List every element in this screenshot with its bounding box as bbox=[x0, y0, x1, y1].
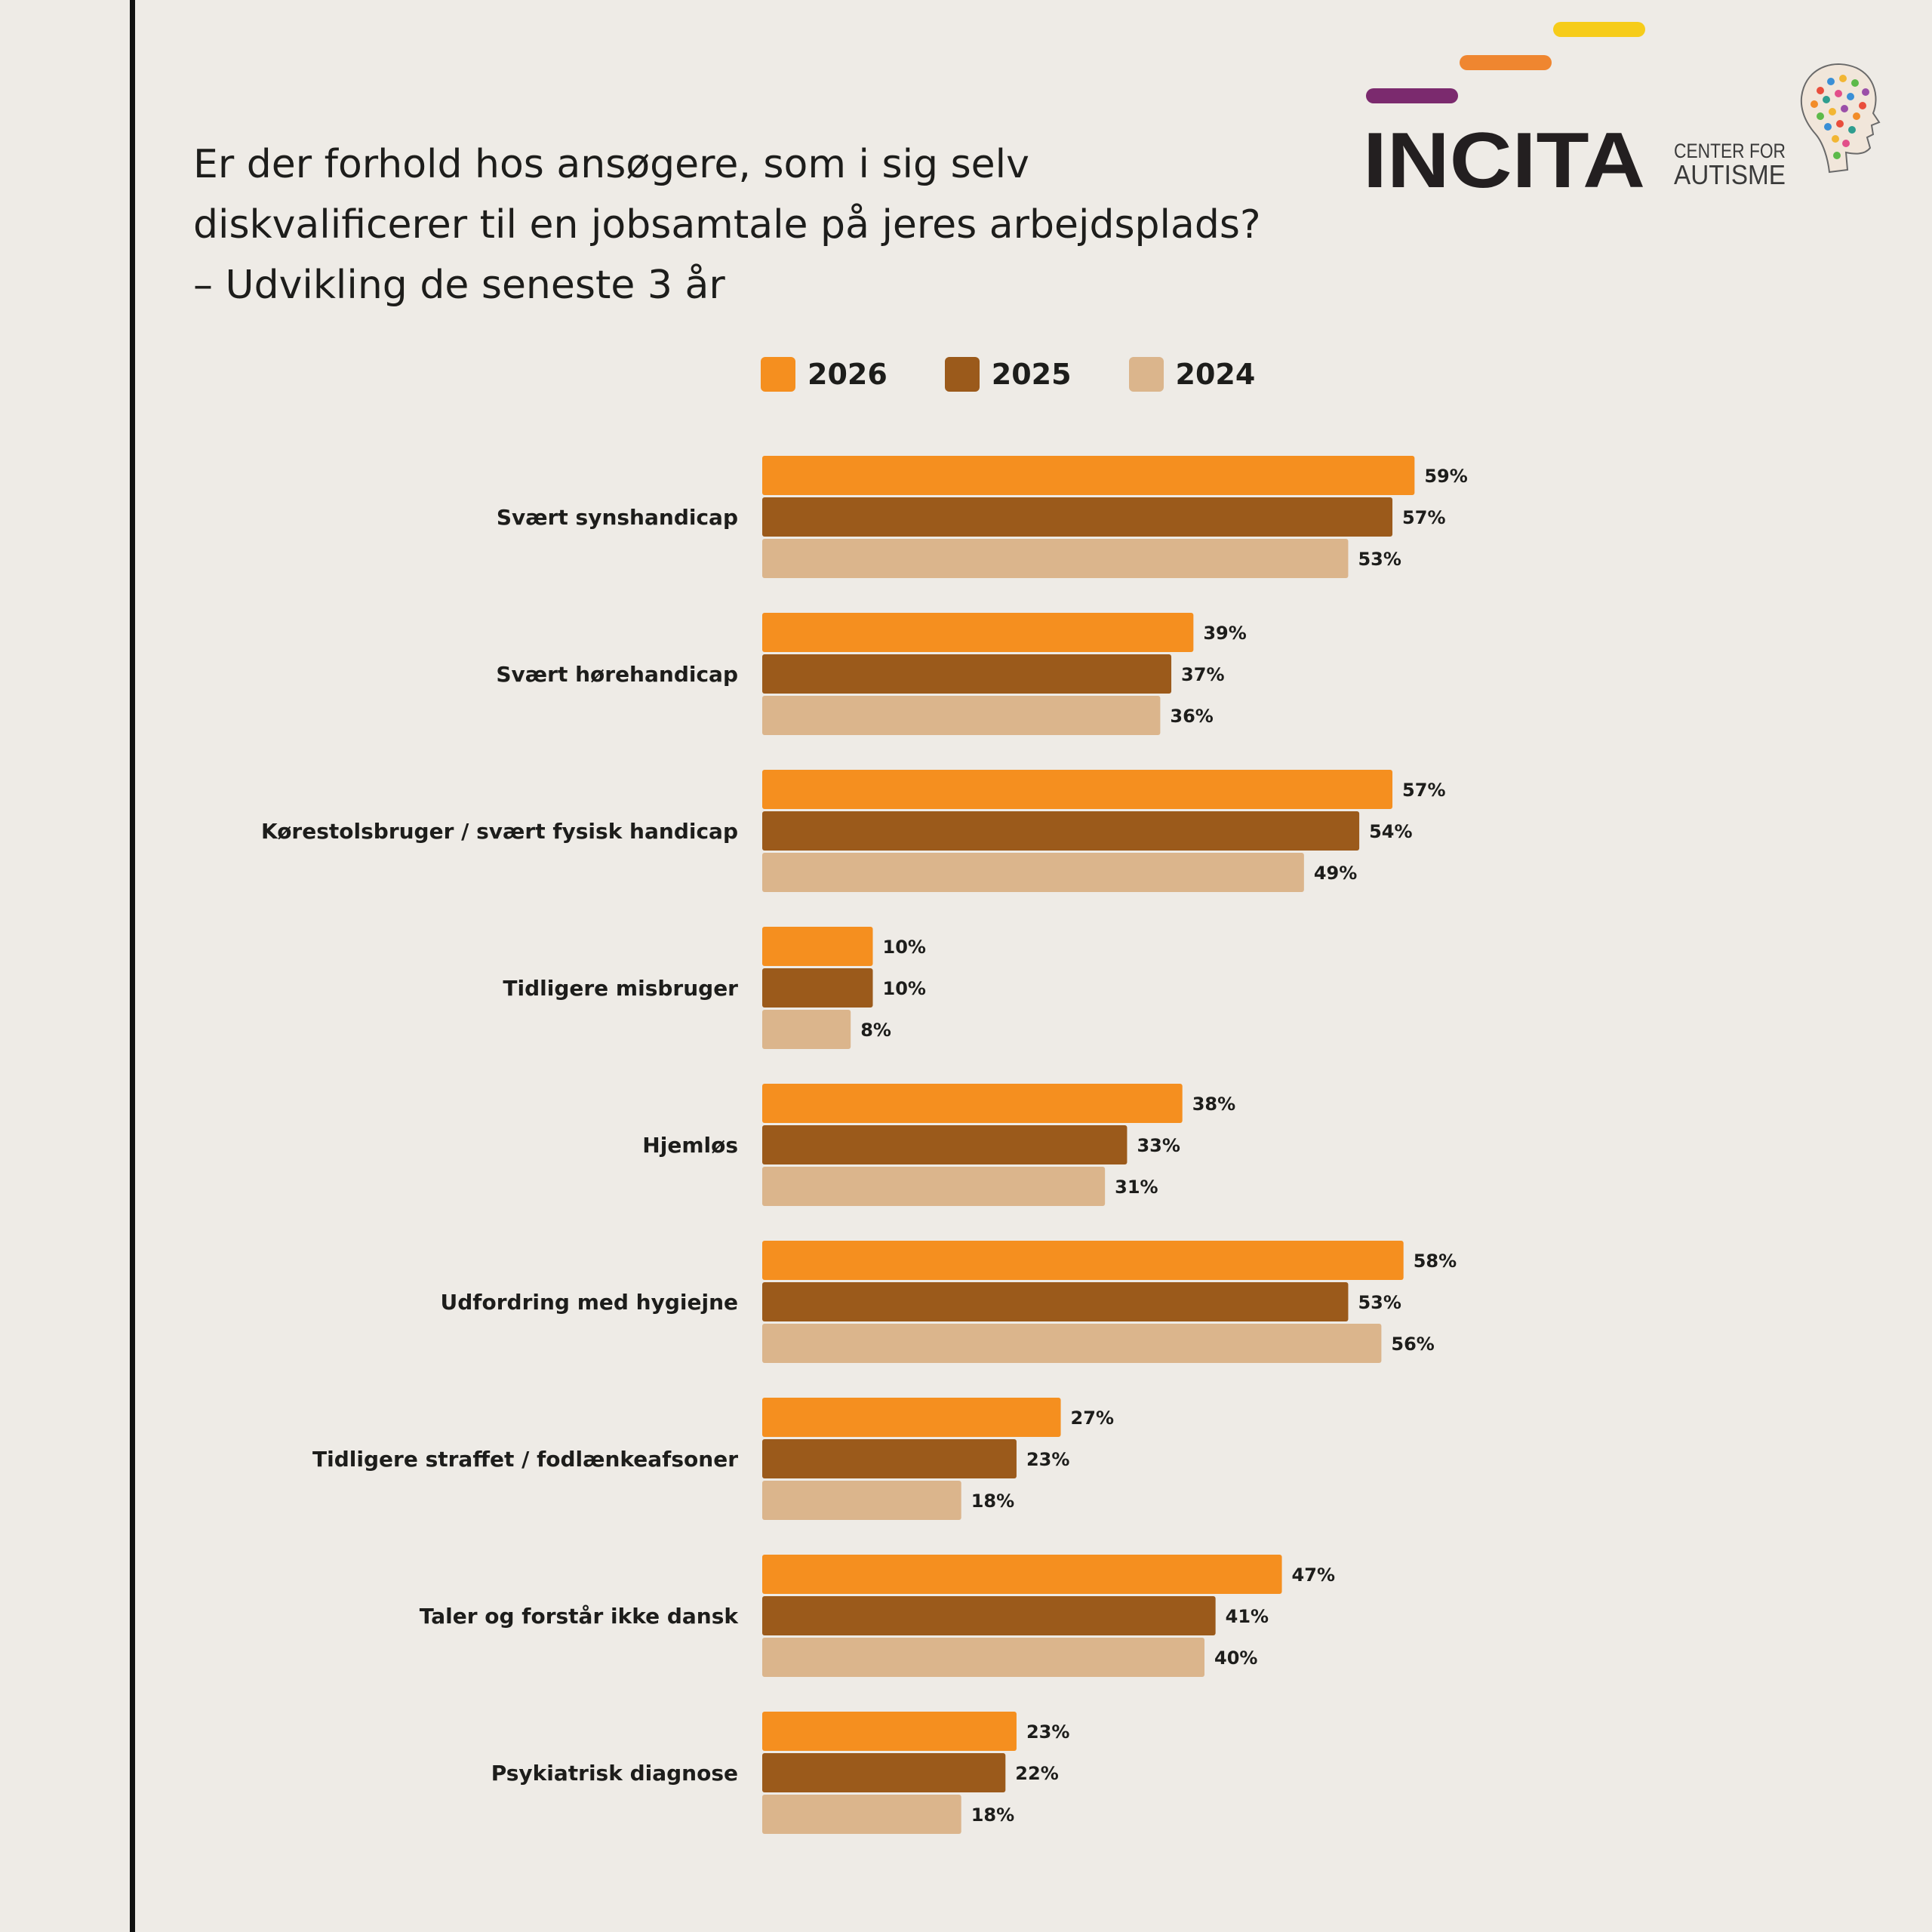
category-label: Taler og forstår ikke dansk bbox=[420, 1604, 740, 1629]
data-label-2025: 33% bbox=[1137, 1135, 1180, 1156]
data-label-2025: 22% bbox=[1015, 1763, 1058, 1784]
category-label: Svært hørehandicap bbox=[496, 662, 738, 687]
data-label-2026: 38% bbox=[1192, 1094, 1235, 1115]
legend-label-2025: 2025 bbox=[991, 358, 1072, 391]
data-label-2024: 31% bbox=[1115, 1177, 1158, 1198]
data-label-2026: 10% bbox=[883, 937, 926, 958]
data-label-2024: 53% bbox=[1358, 549, 1401, 570]
bar-2025 bbox=[762, 1439, 1017, 1478]
data-label-2024: 8% bbox=[860, 1020, 891, 1041]
bar-2024 bbox=[762, 1795, 961, 1834]
data-label-2025: 23% bbox=[1026, 1449, 1069, 1470]
data-label-2026: 39% bbox=[1203, 623, 1246, 644]
bar-2024 bbox=[762, 539, 1349, 578]
bar-2025 bbox=[762, 1596, 1216, 1635]
logo-stripe-yellow bbox=[1553, 22, 1645, 37]
bar-2026 bbox=[762, 1712, 1017, 1751]
legend-item-2026: 2026 bbox=[761, 357, 888, 392]
data-label-2024: 18% bbox=[971, 1804, 1014, 1826]
legend-label-2024: 2024 bbox=[1175, 358, 1256, 391]
bar-2026 bbox=[762, 1555, 1282, 1594]
data-label-2026: 47% bbox=[1292, 1564, 1335, 1586]
legend-swatch-2025 bbox=[944, 357, 980, 392]
legend-item-2025: 2025 bbox=[944, 357, 1072, 392]
data-label-2025: 41% bbox=[1226, 1606, 1269, 1627]
category-label: Kørestolsbruger / svært fysisk handicap bbox=[261, 819, 738, 844]
data-label-2024: 49% bbox=[1314, 863, 1357, 884]
data-label-2025: 53% bbox=[1358, 1292, 1401, 1313]
data-label-2025: 54% bbox=[1369, 821, 1412, 842]
bar-2024 bbox=[762, 1324, 1382, 1363]
legend-swatch-2024 bbox=[1128, 357, 1164, 392]
logo-stripe-purple bbox=[1366, 88, 1458, 103]
bar-2024 bbox=[762, 1010, 851, 1049]
logo-stripe-orange bbox=[1460, 55, 1552, 70]
category-label: Hjemløs bbox=[642, 1133, 738, 1158]
bar-2026 bbox=[762, 613, 1194, 652]
data-label-2024: 56% bbox=[1391, 1334, 1434, 1355]
bar-2026 bbox=[762, 1241, 1404, 1280]
bar-2025 bbox=[762, 1282, 1349, 1321]
legend-swatch-2026 bbox=[761, 357, 795, 392]
bar-2025 bbox=[762, 968, 873, 1008]
data-label-2026: 57% bbox=[1402, 780, 1445, 801]
bar-2025 bbox=[762, 654, 1172, 694]
incita-logo: INCITA CENTER FOR AUTISME bbox=[1363, 22, 1881, 204]
logo-tagline-top: CENTER FOR bbox=[1674, 140, 1786, 162]
bar-2026 bbox=[762, 456, 1415, 495]
data-label-2024: 40% bbox=[1214, 1647, 1257, 1669]
bar-2024 bbox=[762, 696, 1161, 735]
data-label-2026: 58% bbox=[1414, 1251, 1457, 1272]
bar-2026 bbox=[762, 1084, 1183, 1123]
legend-label-2026: 2026 bbox=[808, 358, 888, 391]
title-line-2: diskvalificerer til en jobsamtale på jer… bbox=[193, 202, 1261, 248]
bar-2024 bbox=[762, 1638, 1204, 1677]
data-label-2026: 23% bbox=[1026, 1721, 1069, 1743]
data-label-2024: 36% bbox=[1170, 706, 1213, 727]
bar-2026 bbox=[762, 1398, 1061, 1437]
title-line-1: Er der forhold hos ansøgere, som i sig s… bbox=[193, 142, 1029, 187]
bar-2026 bbox=[762, 927, 873, 966]
data-label-2026: 59% bbox=[1424, 466, 1467, 487]
data-label-2024: 18% bbox=[971, 1491, 1014, 1512]
category-label: Tidligere straffet / fodlænkeafsoner bbox=[312, 1447, 738, 1472]
category-label: Psykiatrisk diagnose bbox=[491, 1761, 738, 1786]
category-label: Udfordring med hygiejne bbox=[441, 1290, 738, 1315]
logo-tagline-bottom: AUTISME bbox=[1674, 159, 1786, 190]
bar-2025 bbox=[762, 1753, 1006, 1792]
data-label-2025: 57% bbox=[1402, 507, 1445, 528]
data-label-2025: 10% bbox=[883, 978, 926, 999]
category-label: Svært synshandicap bbox=[497, 505, 738, 530]
bar-2024 bbox=[762, 1481, 961, 1520]
legend-item-2024: 2024 bbox=[1128, 357, 1256, 392]
data-label-2026: 27% bbox=[1071, 1407, 1114, 1429]
data-label-2025: 37% bbox=[1181, 664, 1224, 685]
chart-title: Er der forhold hos ansøgere, som i sig s… bbox=[193, 134, 1401, 315]
bar-2026 bbox=[762, 770, 1393, 809]
bar-2025 bbox=[762, 811, 1360, 851]
bar-2025 bbox=[762, 1125, 1128, 1164]
bar-2024 bbox=[762, 1167, 1106, 1206]
chart-legend: 2026 2025 2024 bbox=[761, 355, 1312, 394]
colorful-head-icon bbox=[1800, 63, 1881, 174]
left-vertical-rule bbox=[130, 0, 135, 1932]
bar-2024 bbox=[762, 853, 1304, 892]
logo-wordmark: INCITA bbox=[1363, 117, 1645, 204]
bar-2025 bbox=[762, 497, 1393, 537]
title-line-3: – Udvikling de seneste 3 år bbox=[193, 263, 725, 308]
category-label: Tidligere misbruger bbox=[503, 976, 738, 1001]
